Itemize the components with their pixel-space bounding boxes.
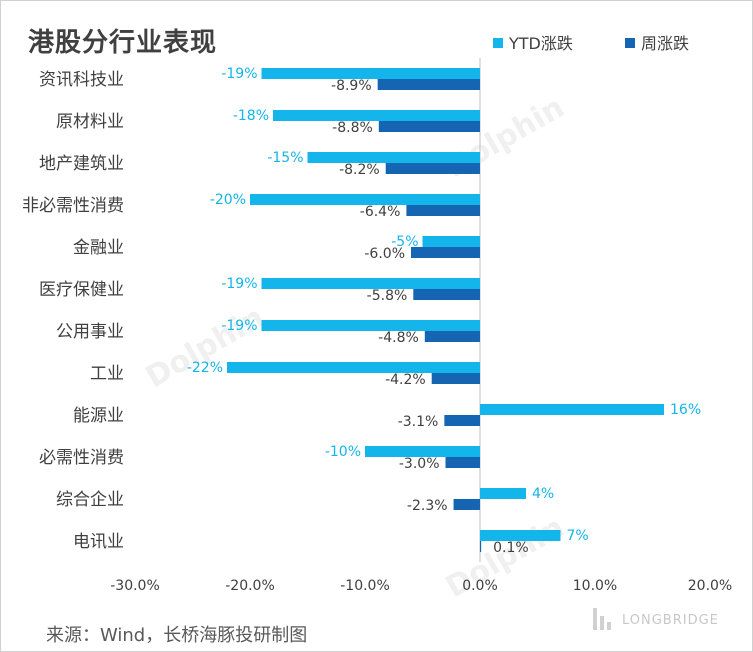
category-label: 必需性消费: [39, 448, 124, 468]
x-tick-label: 10.0%: [573, 578, 617, 594]
category-label: 公用事业: [56, 322, 124, 342]
data-label-weekly: -8.8%: [332, 120, 373, 136]
bar-weekly: [377, 79, 480, 90]
bar-weekly: [453, 499, 480, 510]
bar-ytd: [227, 362, 480, 373]
data-label-weekly: -4.8%: [378, 330, 419, 346]
data-label-weekly: -2.3%: [407, 498, 448, 514]
data-label-weekly: -3.0%: [399, 456, 440, 472]
category-label: 地产建筑业: [39, 154, 124, 174]
data-label-ytd: -19%: [221, 318, 257, 334]
bar-ytd: [422, 236, 480, 247]
bar-weekly: [378, 121, 480, 132]
legend-label-ytd: YTD涨跌: [509, 34, 573, 53]
data-label-ytd: 16%: [670, 402, 701, 418]
data-label-weekly: -5.8%: [367, 288, 408, 304]
data-label-weekly: -6.0%: [364, 246, 405, 262]
data-label-ytd: -22%: [187, 360, 223, 376]
watermark-text: LONGBRIDGE: [622, 613, 719, 628]
legend-item-ytd: YTD涨跌: [493, 30, 573, 54]
bar-weekly: [406, 205, 480, 216]
bar-weekly: [480, 541, 482, 552]
data-label-ytd: 4%: [532, 486, 554, 502]
bar-weekly: [444, 415, 480, 426]
bar-ytd: [480, 488, 526, 499]
bar-ytd: [261, 68, 480, 79]
bar-ytd: [307, 152, 480, 163]
data-label-weekly: -3.1%: [398, 414, 439, 430]
bar-weekly: [385, 163, 480, 174]
bar-ytd: [365, 446, 480, 457]
data-label-ytd: -15%: [267, 150, 303, 166]
x-tick-label: 0.0%: [462, 578, 498, 594]
category-label: 资讯科技业: [39, 70, 124, 90]
category-label: 电讯业: [73, 532, 124, 552]
bar-weekly: [424, 331, 480, 342]
bar-ytd: [261, 278, 480, 289]
data-label-weekly: 0.1%: [493, 540, 529, 556]
data-label-ytd: -18%: [233, 108, 269, 124]
x-tick-label: -20.0%: [225, 578, 275, 594]
data-label-weekly: -8.2%: [339, 162, 380, 178]
category-label: 工业: [90, 364, 124, 384]
legend-label-weekly: 周涨跌: [641, 34, 690, 53]
longbridge-logo-icon: [593, 608, 611, 630]
x-tick-label: -10.0%: [340, 578, 390, 594]
bar-weekly: [411, 247, 480, 258]
legend-item-weekly: 周涨跌: [625, 30, 689, 54]
data-label-ytd: -10%: [325, 444, 361, 460]
bar-ytd: [261, 320, 480, 331]
category-label: 能源业: [73, 406, 124, 426]
source-note: 来源：Wind，长桥海豚投研制图: [46, 625, 308, 646]
data-label-weekly: -6.4%: [360, 204, 401, 220]
data-label-weekly: -4.2%: [385, 372, 426, 388]
bar-weekly: [413, 289, 480, 300]
bar-ytd: [480, 404, 664, 415]
bar-ytd: [480, 530, 561, 541]
chart-title: 港股分行业表现: [28, 28, 218, 58]
category-label: 非必需性消费: [22, 196, 124, 216]
category-label: 医疗保健业: [39, 280, 124, 300]
data-label-weekly: -8.9%: [331, 78, 372, 94]
x-tick-label: 20.0%: [688, 578, 732, 594]
data-label-ytd: -20%: [210, 192, 246, 208]
data-label-ytd: 7%: [567, 528, 589, 544]
bar-ytd: [273, 110, 480, 121]
category-label: 原材料业: [56, 112, 124, 132]
x-tick-label: -30.0%: [110, 578, 160, 594]
data-label-ytd: -5%: [391, 234, 418, 250]
bar-weekly: [431, 373, 480, 384]
category-label: 综合企业: [56, 490, 124, 510]
data-label-ytd: -19%: [221, 276, 257, 292]
legend-swatch-ytd: [493, 37, 503, 48]
bar-weekly: [445, 457, 480, 468]
legend-swatch-weekly: [625, 37, 635, 48]
data-label-ytd: -19%: [221, 66, 257, 82]
bar-ytd: [250, 194, 480, 205]
category-label: 金融业: [73, 238, 124, 258]
